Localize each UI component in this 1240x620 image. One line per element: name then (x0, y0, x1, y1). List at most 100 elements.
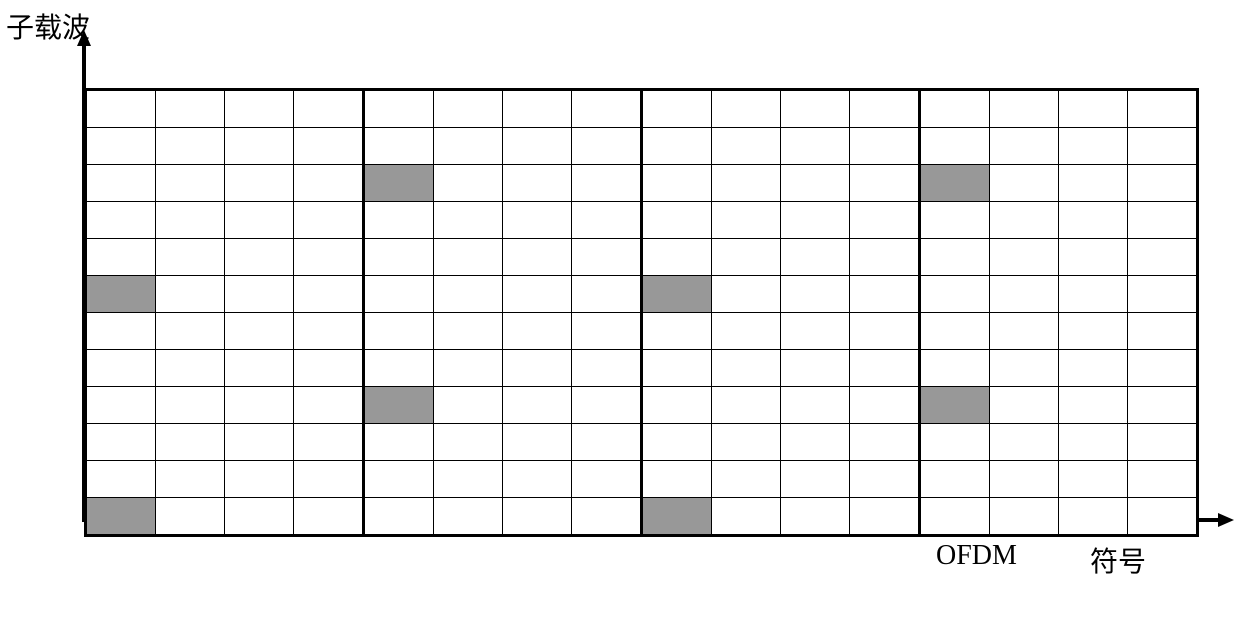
x-axis-label-symbol: 符号 (1090, 540, 1146, 580)
grid-cell (156, 387, 225, 424)
grid-cell (294, 128, 364, 165)
grid-cell (364, 128, 434, 165)
grid-row (86, 350, 1198, 387)
grid-cell (712, 387, 781, 424)
grid-cell (1128, 239, 1198, 276)
grid-cell (86, 128, 156, 165)
grid-cell (294, 387, 364, 424)
grid-cell (781, 424, 850, 461)
grid-cell (850, 424, 920, 461)
grid-cell (642, 276, 712, 313)
grid-cell (156, 90, 225, 128)
grid-cell (364, 424, 434, 461)
grid-cell (781, 276, 850, 313)
grid-cell (156, 128, 225, 165)
grid-row (86, 424, 1198, 461)
grid-cell (86, 165, 156, 202)
grid-cell (850, 239, 920, 276)
grid-cell (364, 387, 434, 424)
grid-cell (225, 498, 294, 536)
grid-cell (712, 165, 781, 202)
grid-cell (1059, 165, 1128, 202)
grid-row (86, 276, 1198, 313)
grid-cell (990, 128, 1059, 165)
grid-cell (1059, 202, 1128, 239)
grid-cell (1128, 90, 1198, 128)
grid-cell (156, 498, 225, 536)
grid-cell (781, 498, 850, 536)
grid-cell (642, 165, 712, 202)
grid-cell (572, 424, 642, 461)
grid-cell (294, 276, 364, 313)
grid-cell (850, 128, 920, 165)
grid-cell (434, 461, 503, 498)
grid-cell (712, 128, 781, 165)
grid-cell (1059, 313, 1128, 350)
grid-cell (572, 202, 642, 239)
grid-cell (86, 387, 156, 424)
grid-cell (1128, 128, 1198, 165)
grid-cell (920, 387, 990, 424)
grid-cell (503, 165, 572, 202)
grid-cell (990, 424, 1059, 461)
grid-cell (781, 461, 850, 498)
grid-cell (503, 387, 572, 424)
grid-cell (364, 202, 434, 239)
grid-cell (850, 202, 920, 239)
grid-cell (1128, 165, 1198, 202)
grid-cell (920, 313, 990, 350)
grid-cell (503, 202, 572, 239)
grid-cell (572, 387, 642, 424)
grid-cell (920, 165, 990, 202)
grid-cell (781, 313, 850, 350)
grid-cell (294, 239, 364, 276)
grid-cell (225, 165, 294, 202)
grid-cell (1128, 313, 1198, 350)
grid-cell (712, 461, 781, 498)
grid-cell (156, 202, 225, 239)
grid-cell (294, 424, 364, 461)
grid-cell (1059, 350, 1128, 387)
grid-cell (712, 498, 781, 536)
grid-cell (294, 313, 364, 350)
grid-cell (642, 387, 712, 424)
grid-cell (156, 239, 225, 276)
grid-cell (86, 276, 156, 313)
grid-cell (503, 461, 572, 498)
grid-cell (642, 313, 712, 350)
grid-cell (294, 498, 364, 536)
grid-cell (434, 239, 503, 276)
grid-cell (1059, 90, 1128, 128)
grid-cell (294, 202, 364, 239)
grid-cell (364, 165, 434, 202)
grid-row (86, 387, 1198, 424)
grid-cell (781, 239, 850, 276)
grid-cell (920, 239, 990, 276)
grid-cell (712, 424, 781, 461)
grid-cell (781, 387, 850, 424)
grid-cell (225, 239, 294, 276)
grid-cell (503, 313, 572, 350)
grid-cell (572, 498, 642, 536)
grid-cell (503, 424, 572, 461)
grid-cell (294, 90, 364, 128)
grid-cell (990, 165, 1059, 202)
grid-cell (712, 90, 781, 128)
grid-cell (225, 313, 294, 350)
grid-cell (990, 350, 1059, 387)
grid-cell (364, 461, 434, 498)
x-axis-arrow-icon (1218, 513, 1234, 527)
grid-table (84, 88, 1199, 537)
grid-cell (225, 350, 294, 387)
grid-cell (294, 350, 364, 387)
grid-cell (850, 498, 920, 536)
grid-cell (920, 424, 990, 461)
grid-cell (1128, 387, 1198, 424)
grid-cell (364, 90, 434, 128)
grid-cell (572, 128, 642, 165)
grid-cell (990, 498, 1059, 536)
grid-cell (1059, 424, 1128, 461)
grid-cell (225, 128, 294, 165)
grid-cell (572, 276, 642, 313)
grid-cell (434, 424, 503, 461)
